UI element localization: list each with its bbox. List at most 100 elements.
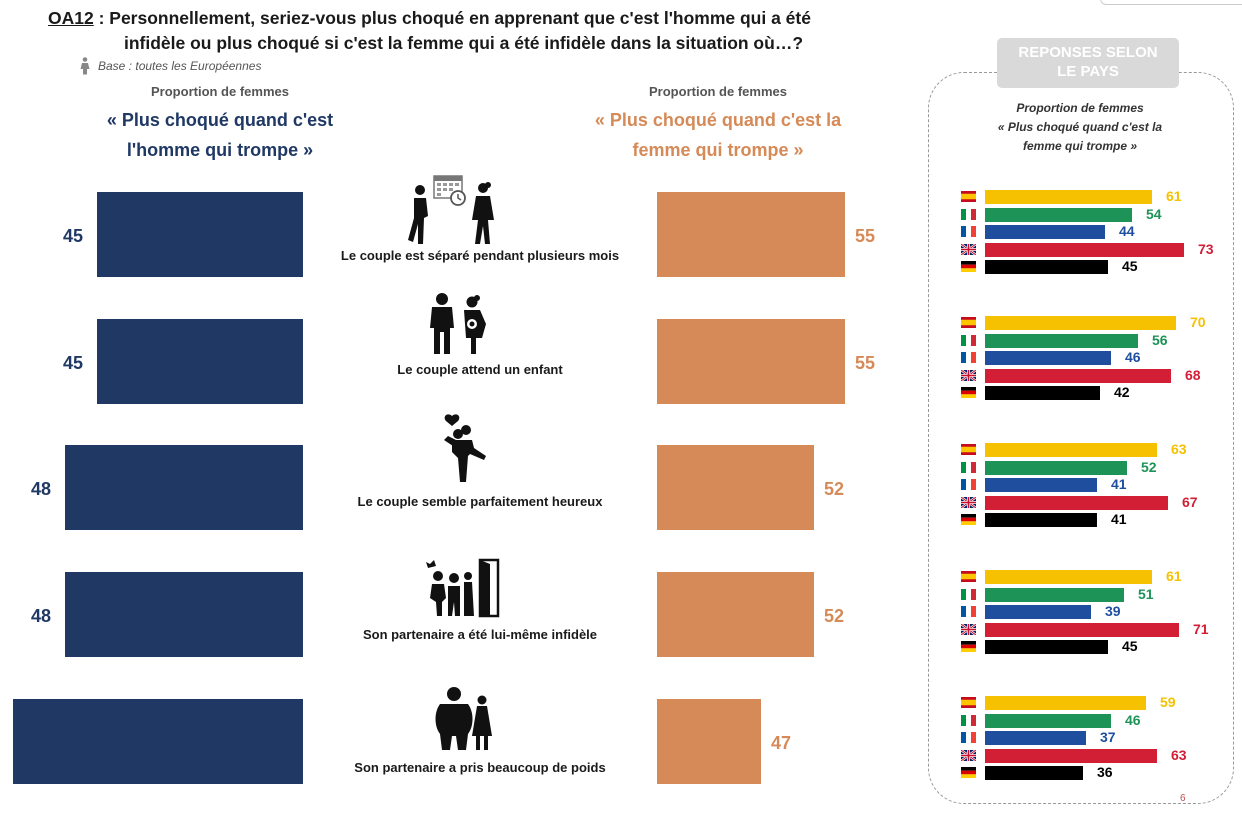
- italy-bar: [985, 587, 1124, 602]
- italy-flag-icon: [961, 334, 976, 346]
- germany-flag-icon: [961, 767, 976, 778]
- italy-flag-icon: [961, 461, 976, 473]
- france-value-label: 37: [1100, 729, 1116, 745]
- germany-value-label: 45: [1122, 258, 1138, 274]
- separated-couple-icon: [408, 175, 494, 244]
- france-bar: [985, 478, 1097, 492]
- italy-value-label: 52: [1141, 458, 1157, 475]
- country-panel-title-line-2: LE PAYS: [1057, 63, 1119, 80]
- female-bar: [657, 572, 814, 657]
- spain-flag-icon: [961, 697, 976, 708]
- spain-flag-icon: [961, 571, 976, 582]
- female-value-label: 52: [824, 606, 845, 626]
- germany-value-label: 41: [1111, 511, 1127, 527]
- france-bar: [985, 351, 1111, 365]
- italy-bar: [985, 713, 1111, 728]
- uk-flag-icon: [961, 623, 976, 635]
- spain-bar: [985, 696, 1146, 710]
- uk-bar: [985, 368, 1171, 383]
- pregnant-couple-icon: [430, 293, 486, 354]
- uk-value-label: 63: [1171, 746, 1187, 763]
- question-line-2: infidèle ou plus choqué si c'est la femm…: [124, 33, 804, 53]
- france-bar: [985, 605, 1091, 619]
- base-label: Base : toutes les Européennes: [98, 59, 262, 73]
- germany-flag-icon: [961, 261, 976, 272]
- category-label: Son partenaire a été lui-même infidèle: [362, 627, 598, 642]
- woman-icon: [80, 57, 90, 75]
- france-flag-icon: [961, 606, 976, 617]
- category-label: Le couple semble parfaitement heureux: [357, 494, 603, 509]
- question-line-1: : Personnellement, seriez-vous plus choq…: [93, 8, 811, 28]
- uk-bar: [985, 748, 1157, 763]
- country-panel: [928, 72, 1234, 804]
- left-header: Proportion de femmes « Plus choqué quand…: [80, 84, 360, 165]
- france-value-label: 41: [1111, 476, 1127, 492]
- italy-value-label: 56: [1152, 331, 1168, 348]
- germany-bar: [985, 513, 1097, 527]
- male-value-label: 48: [30, 479, 51, 499]
- female-bar: [657, 445, 814, 530]
- spain-bar: [985, 190, 1152, 204]
- base-note: Base : toutes les Européennes: [80, 57, 261, 75]
- category-label: Son partenaire a pris beaucoup de poids: [354, 760, 606, 775]
- france-flag-icon: [961, 352, 976, 363]
- female-bar: [657, 699, 761, 784]
- category-label: Le couple est séparé pendant plusieurs m…: [340, 248, 620, 263]
- female-bar: [657, 319, 845, 404]
- france-flag-icon: [961, 226, 976, 237]
- germany-value-label: 36: [1097, 764, 1113, 780]
- france-bar: [985, 225, 1105, 239]
- question-title: OA12 : Personnellement, seriez-vous plus…: [48, 6, 868, 56]
- country-panel-title: REPONSES SELON LE PAYS: [997, 38, 1179, 88]
- country-panel-sub-1: Proportion de femmes: [1016, 101, 1144, 115]
- spain-value-label: 61: [1166, 188, 1182, 204]
- uk-bar: [985, 242, 1184, 257]
- female-value-label: 55: [855, 353, 876, 373]
- left-header-line-2: l'homme qui trompe »: [126, 140, 314, 160]
- female-value-label: 52: [824, 479, 845, 499]
- right-header-small: Proportion de femmes: [649, 84, 787, 99]
- left-header-line-1: « Plus choqué quand c'est: [106, 110, 334, 130]
- germany-bar: [985, 260, 1108, 274]
- male-value-label: 45: [62, 353, 83, 373]
- spain-bar: [985, 570, 1152, 584]
- top-corner-decoration: [1100, 0, 1242, 5]
- country-panel-subtitle: Proportion de femmes « Plus choqué quand…: [960, 99, 1200, 156]
- right-header-line-2: femme qui trompe »: [632, 140, 804, 160]
- france-flag-icon: [961, 479, 976, 490]
- uk-flag-icon: [961, 369, 976, 381]
- male-bar: [13, 699, 303, 784]
- france-bar: [985, 731, 1086, 745]
- spain-flag-icon: [961, 191, 976, 202]
- france-value-label: 44: [1119, 223, 1135, 239]
- spain-bar: [985, 443, 1157, 457]
- country-panel-title-line-1: REPONSES SELON: [1018, 44, 1158, 61]
- italy-bar: [985, 460, 1127, 475]
- happy-couple-hug-icon: [444, 414, 486, 482]
- germany-flag-icon: [961, 387, 976, 398]
- germany-flag-icon: [961, 514, 976, 525]
- female-bar: [657, 192, 845, 277]
- spain-flag-icon: [961, 317, 976, 328]
- right-header: Proportion de femmes « Plus choqué quand…: [578, 84, 858, 165]
- uk-value-label: 71: [1193, 620, 1209, 637]
- uk-flag-icon: [961, 749, 976, 761]
- germany-bar: [985, 640, 1108, 654]
- category-label: Le couple attend un enfant: [397, 362, 563, 377]
- overweight-partner-icon: [435, 687, 492, 750]
- uk-flag-icon: [961, 496, 976, 508]
- page-number: 6: [1180, 793, 1186, 804]
- spain-bar: [985, 316, 1176, 330]
- country-panel-sub-3: femme qui trompe »: [1022, 139, 1138, 153]
- male-bar: [97, 192, 303, 277]
- question-code: OA12: [48, 8, 94, 28]
- germany-bar: [985, 386, 1100, 400]
- right-header-line-1: « Plus choqué quand c'est la: [594, 110, 842, 130]
- france-value-label: 46: [1125, 349, 1141, 365]
- uk-bar: [985, 622, 1179, 637]
- male-bar: [65, 572, 303, 657]
- italy-value-label: 51: [1138, 585, 1154, 602]
- germany-flag-icon: [961, 641, 976, 652]
- spain-value-label: 59: [1160, 694, 1176, 710]
- italy-bar: [985, 207, 1132, 222]
